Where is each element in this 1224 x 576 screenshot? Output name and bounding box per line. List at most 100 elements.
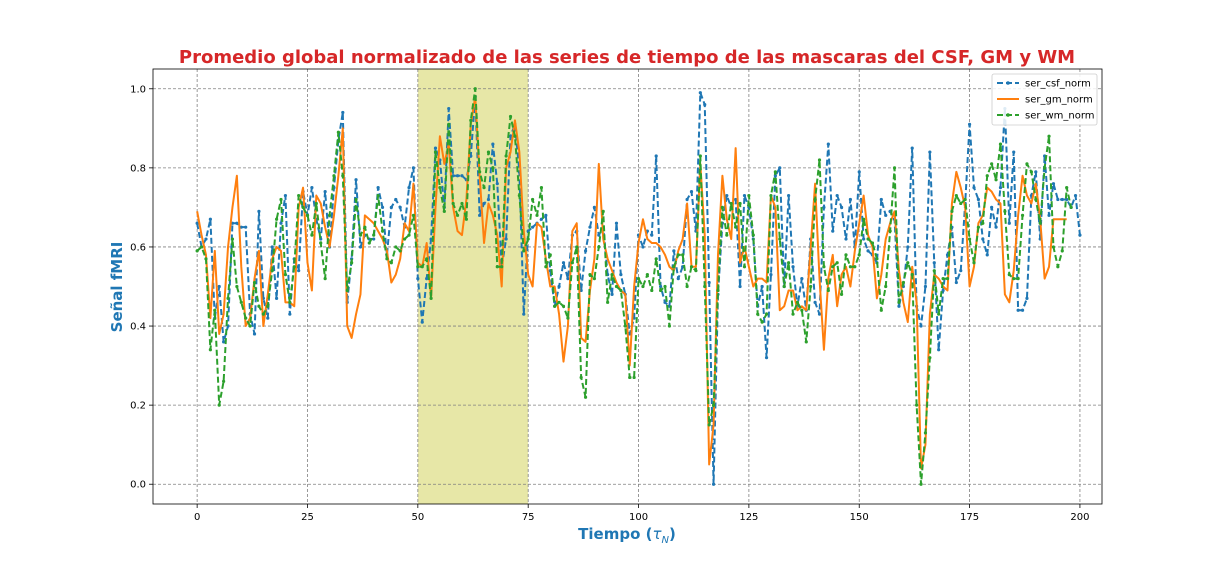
data-point	[350, 261, 354, 265]
data-point	[341, 110, 345, 115]
x-axis-label-close: )	[669, 525, 676, 543]
x-axis-label-subscript: N	[661, 535, 669, 546]
data-point	[751, 233, 755, 237]
data-point	[1073, 193, 1078, 198]
data-point	[588, 225, 592, 229]
data-point	[915, 403, 919, 407]
data-point	[835, 193, 839, 198]
data-point	[420, 320, 424, 324]
data-point	[270, 269, 274, 273]
data-point	[544, 213, 548, 217]
data-point	[641, 284, 645, 289]
data-point	[222, 340, 226, 344]
data-point	[244, 316, 248, 320]
data-point	[380, 229, 385, 233]
data-point	[323, 189, 327, 194]
data-point	[1034, 197, 1038, 202]
data-point	[195, 221, 199, 225]
data-point	[711, 482, 716, 486]
data-point	[217, 403, 221, 407]
data-point	[252, 332, 257, 336]
data-point	[266, 316, 270, 320]
data-point	[486, 150, 491, 154]
data-point	[897, 304, 901, 308]
data-point	[998, 186, 1003, 190]
data-point	[266, 304, 270, 308]
data-point	[389, 205, 393, 210]
data-point	[623, 324, 627, 328]
data-point	[557, 300, 561, 304]
data-point	[1003, 209, 1007, 213]
data-point	[394, 197, 398, 202]
data-point	[610, 292, 614, 297]
data-point	[358, 233, 363, 237]
data-point	[650, 288, 654, 293]
data-point	[310, 233, 314, 237]
data-point	[817, 158, 822, 162]
data-point	[1047, 213, 1051, 217]
data-point	[416, 265, 420, 269]
data-point	[394, 245, 398, 249]
data-point	[460, 201, 464, 206]
data-point	[561, 261, 566, 265]
data-point	[257, 304, 261, 308]
data-point	[703, 102, 707, 107]
data-point	[981, 237, 985, 241]
x-tick-label: 25	[301, 512, 314, 523]
data-point	[425, 276, 429, 281]
data-point	[495, 265, 499, 269]
data-point	[566, 316, 570, 320]
legend-label: ser_csf_norm	[1025, 79, 1091, 90]
data-point	[990, 205, 994, 210]
x-tick-label: 175	[960, 512, 979, 523]
data-point	[906, 245, 910, 249]
data-point	[341, 174, 345, 178]
data-point	[319, 241, 323, 245]
data-point	[566, 276, 570, 281]
data-point	[707, 280, 711, 285]
data-point	[204, 257, 208, 261]
data-point	[358, 245, 363, 249]
data-point	[1060, 249, 1064, 253]
data-point	[226, 296, 230, 300]
data-point	[725, 193, 729, 198]
data-point	[800, 308, 804, 312]
data-point	[288, 312, 292, 316]
data-point	[597, 233, 601, 237]
data-point	[756, 312, 760, 316]
legend-label: ser_gm_norm	[1025, 95, 1093, 106]
data-point	[411, 213, 416, 217]
data-point	[270, 245, 274, 249]
data-point	[354, 178, 358, 182]
data-point	[1025, 162, 1029, 166]
data-point	[482, 201, 486, 206]
data-point	[601, 209, 605, 213]
data-point	[522, 312, 526, 316]
data-point	[1016, 308, 1020, 312]
data-point	[919, 482, 923, 486]
data-point	[760, 284, 764, 289]
x-tick-label: 75	[522, 512, 535, 523]
data-point	[959, 269, 963, 273]
data-point	[288, 300, 292, 304]
data-point	[928, 150, 932, 154]
data-point	[464, 217, 468, 221]
legend-marker	[1006, 81, 1010, 85]
data-point	[742, 193, 747, 198]
data-point	[813, 197, 817, 202]
data-point	[517, 193, 521, 198]
data-point	[1029, 170, 1033, 174]
data-point	[659, 284, 663, 289]
data-point	[535, 213, 539, 217]
data-point	[310, 186, 314, 190]
data-point	[579, 375, 583, 380]
data-point	[787, 193, 791, 198]
x-tick-label: 200	[1070, 512, 1089, 523]
data-point	[831, 265, 835, 269]
plot-frame	[152, 68, 1103, 505]
data-point	[972, 186, 976, 190]
data-point	[641, 245, 645, 249]
data-point	[297, 193, 301, 198]
data-point	[654, 154, 658, 158]
data-point	[561, 304, 566, 308]
